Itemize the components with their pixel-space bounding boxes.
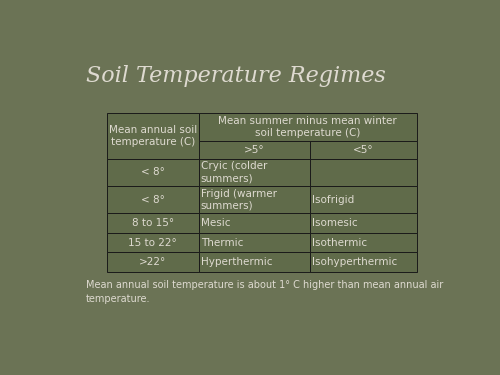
- Bar: [107, 252, 198, 272]
- Bar: [310, 159, 417, 186]
- Text: Cryic (colder
summers): Cryic (colder summers): [201, 161, 267, 183]
- Bar: [310, 186, 417, 213]
- Bar: [107, 186, 198, 213]
- Text: Frigid (warmer
summers): Frigid (warmer summers): [201, 189, 277, 211]
- Text: < 8°: < 8°: [141, 195, 165, 205]
- Text: < 8°: < 8°: [141, 167, 165, 177]
- Text: Mean annual soil temperature is about 1° C higher than mean annual air
temperatu: Mean annual soil temperature is about 1°…: [86, 280, 443, 303]
- Text: Isomesic: Isomesic: [312, 218, 358, 228]
- Text: <5°: <5°: [354, 145, 374, 155]
- Text: 8 to 15°: 8 to 15°: [132, 218, 174, 228]
- Bar: [107, 159, 198, 186]
- Text: 15 to 22°: 15 to 22°: [128, 237, 177, 248]
- Bar: [310, 252, 417, 272]
- Text: Isohyperthermic: Isohyperthermic: [312, 257, 398, 267]
- Text: Hyperthermic: Hyperthermic: [201, 257, 272, 267]
- Bar: [107, 113, 198, 159]
- Text: Mean annual soil
temperature (C): Mean annual soil temperature (C): [108, 125, 197, 147]
- Bar: [198, 141, 310, 159]
- Text: Mesic: Mesic: [201, 218, 230, 228]
- Bar: [198, 159, 310, 186]
- Text: Isothermic: Isothermic: [312, 237, 368, 248]
- Bar: [198, 113, 417, 141]
- Bar: [310, 233, 417, 252]
- Bar: [198, 233, 310, 252]
- Text: Soil Temperature Regimes: Soil Temperature Regimes: [86, 65, 386, 87]
- Text: Thermic: Thermic: [201, 237, 243, 248]
- Bar: [310, 141, 417, 159]
- Text: Mean summer minus mean winter
soil temperature (C): Mean summer minus mean winter soil tempe…: [218, 116, 397, 138]
- Bar: [198, 252, 310, 272]
- Bar: [198, 186, 310, 213]
- Bar: [198, 213, 310, 233]
- Text: >22°: >22°: [139, 257, 166, 267]
- Bar: [107, 213, 198, 233]
- Text: Isofrigid: Isofrigid: [312, 195, 354, 205]
- Text: >5°: >5°: [244, 145, 264, 155]
- Bar: [310, 213, 417, 233]
- Bar: [107, 233, 198, 252]
